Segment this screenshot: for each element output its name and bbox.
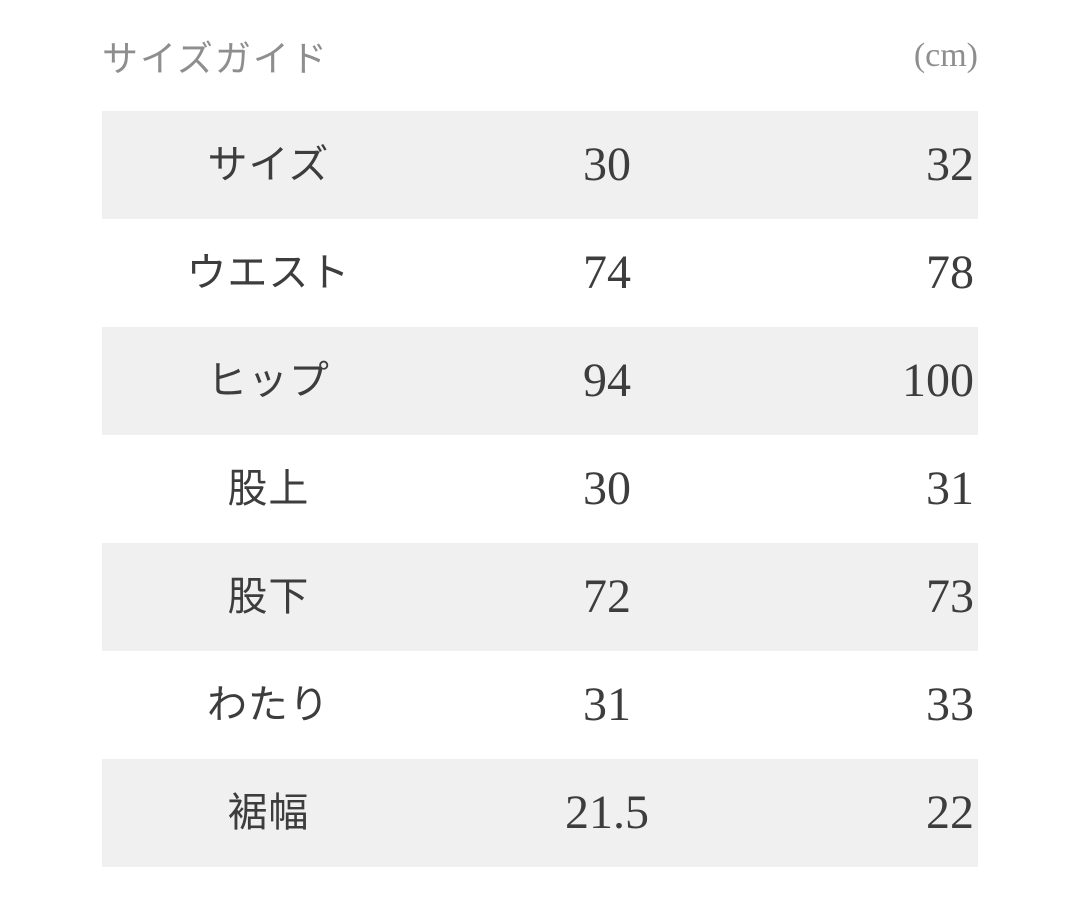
size-table: サイズ 30 32 ウエスト 74 78 ヒップ 94 100 股上 30 31… xyxy=(102,111,978,867)
size-column-1-value: 74 xyxy=(583,246,631,299)
size-column-2-value: 32 xyxy=(925,138,974,191)
measurement-label: サイズ xyxy=(207,143,330,187)
unit-label: (cm) xyxy=(913,36,978,74)
size-table-row: ヒップ 94 100 xyxy=(102,327,978,435)
size-column-1-value: 30 xyxy=(583,462,631,515)
size-column-2-value: 100 xyxy=(901,354,974,407)
size-guide-header: サイズガイド (cm) xyxy=(102,0,978,111)
size-column-2-value: 31 xyxy=(925,462,974,515)
size-table-row: わたり 31 33 xyxy=(102,651,978,759)
size-column-2-value: 22 xyxy=(925,786,974,839)
size-column-2-value: 78 xyxy=(925,246,974,299)
measurement-label: 股下 xyxy=(227,575,310,619)
size-table-row: 股下 72 73 xyxy=(102,543,978,651)
size-table-row: 裾幅 21.5 22 xyxy=(102,759,978,867)
size-table-row: サイズ 30 32 xyxy=(102,111,978,219)
size-table-row: 股上 30 31 xyxy=(102,435,978,543)
measurement-label: わたり xyxy=(206,683,330,727)
page-title: サイズガイド xyxy=(102,38,329,79)
size-column-2-value: 33 xyxy=(925,678,974,731)
size-column-2-value: 73 xyxy=(925,570,974,623)
size-column-1-value: 21.5 xyxy=(565,786,649,839)
measurement-label: 裾幅 xyxy=(227,791,310,835)
size-column-1-value: 72 xyxy=(583,570,631,623)
measurement-label: 股上 xyxy=(227,467,310,511)
measurement-label: ヒップ xyxy=(206,359,330,403)
size-column-1-value: 30 xyxy=(583,138,631,191)
size-column-1-value: 31 xyxy=(583,678,631,731)
size-column-1-value: 94 xyxy=(583,354,631,407)
measurement-label: ウエスト xyxy=(186,251,351,295)
size-table-row: ウエスト 74 78 xyxy=(102,219,978,327)
